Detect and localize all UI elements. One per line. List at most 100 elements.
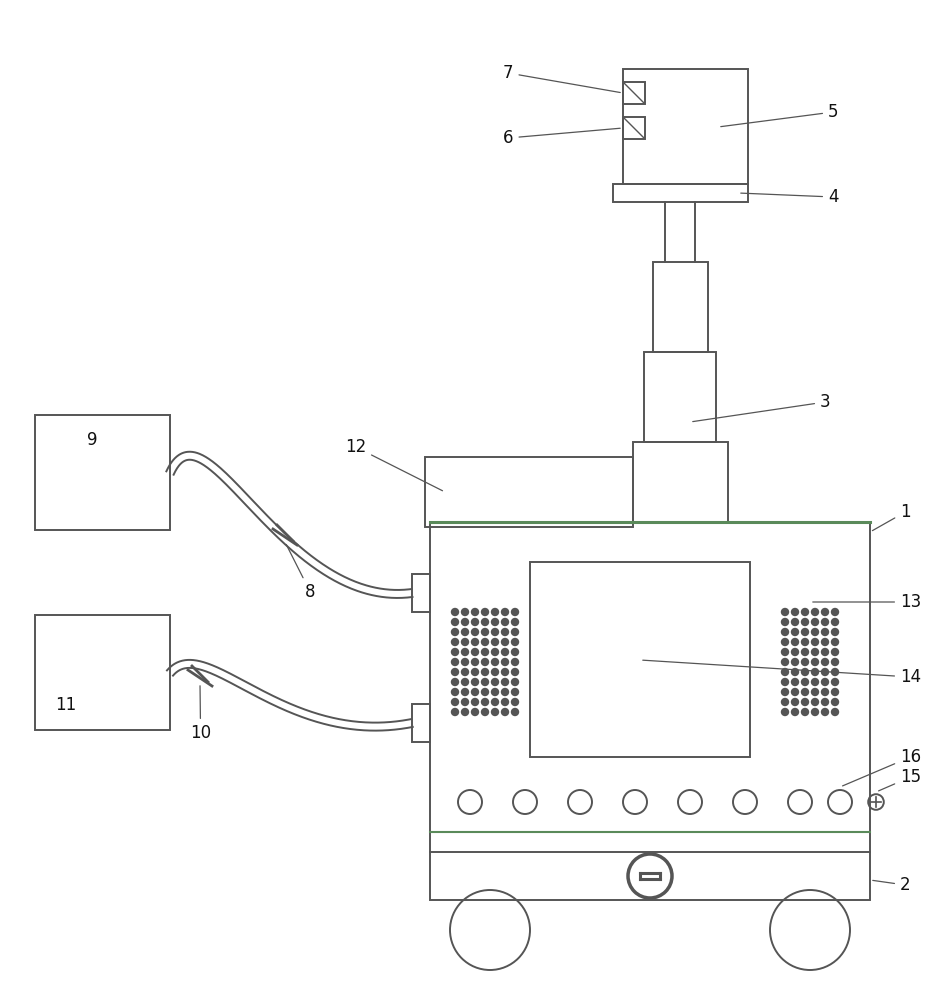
Circle shape	[451, 608, 459, 615]
Circle shape	[481, 639, 489, 646]
Circle shape	[811, 629, 819, 636]
Circle shape	[502, 629, 508, 636]
Circle shape	[511, 658, 519, 666]
Circle shape	[492, 618, 498, 626]
Circle shape	[502, 668, 508, 676]
Text: 11: 11	[55, 696, 76, 714]
Circle shape	[792, 708, 798, 716]
Circle shape	[781, 678, 789, 686]
Text: 13: 13	[812, 593, 921, 611]
Bar	[613, 184, 748, 202]
Circle shape	[502, 658, 508, 666]
Circle shape	[472, 668, 478, 676]
Circle shape	[822, 608, 828, 615]
Circle shape	[511, 648, 519, 656]
Circle shape	[511, 708, 519, 716]
Circle shape	[492, 668, 498, 676]
Bar	[633, 442, 728, 522]
Circle shape	[822, 678, 828, 686]
Circle shape	[811, 708, 819, 716]
Bar	[623, 82, 645, 104]
Circle shape	[822, 698, 828, 706]
Circle shape	[792, 678, 798, 686]
Circle shape	[481, 688, 489, 696]
Text: 15: 15	[879, 768, 921, 791]
Circle shape	[792, 618, 798, 626]
Circle shape	[831, 678, 839, 686]
Circle shape	[822, 668, 828, 676]
Circle shape	[822, 658, 828, 666]
Circle shape	[822, 629, 828, 636]
Circle shape	[492, 658, 498, 666]
Circle shape	[472, 629, 478, 636]
Circle shape	[831, 698, 839, 706]
Circle shape	[451, 678, 459, 686]
Text: 12: 12	[345, 438, 443, 491]
Circle shape	[831, 708, 839, 716]
Text: 3: 3	[693, 393, 831, 422]
Circle shape	[831, 608, 839, 615]
Circle shape	[492, 608, 498, 615]
Circle shape	[451, 629, 459, 636]
Bar	[425, 457, 633, 527]
Circle shape	[801, 629, 809, 636]
Bar	[35, 615, 170, 730]
Circle shape	[502, 618, 508, 626]
Circle shape	[801, 678, 809, 686]
Circle shape	[811, 648, 819, 656]
Circle shape	[451, 708, 459, 716]
Text: 7: 7	[503, 64, 620, 93]
Circle shape	[801, 668, 809, 676]
Circle shape	[492, 698, 498, 706]
Circle shape	[451, 618, 459, 626]
Circle shape	[811, 688, 819, 696]
Circle shape	[492, 639, 498, 646]
Text: 14: 14	[643, 660, 921, 686]
Bar	[623, 117, 645, 139]
Circle shape	[781, 608, 789, 615]
Circle shape	[781, 708, 789, 716]
Circle shape	[511, 688, 519, 696]
Circle shape	[811, 608, 819, 615]
Text: 6: 6	[503, 128, 620, 147]
Circle shape	[792, 608, 798, 615]
Circle shape	[461, 678, 468, 686]
Bar	[644, 352, 716, 442]
Circle shape	[792, 668, 798, 676]
Circle shape	[781, 688, 789, 696]
Circle shape	[781, 639, 789, 646]
Circle shape	[511, 608, 519, 615]
Circle shape	[831, 618, 839, 626]
Circle shape	[511, 698, 519, 706]
Text: 2: 2	[872, 876, 911, 894]
Circle shape	[792, 658, 798, 666]
Circle shape	[472, 688, 478, 696]
Circle shape	[461, 668, 468, 676]
Circle shape	[801, 698, 809, 706]
Text: 1: 1	[872, 503, 911, 531]
Circle shape	[781, 618, 789, 626]
Circle shape	[461, 608, 468, 615]
Circle shape	[502, 708, 508, 716]
Circle shape	[792, 629, 798, 636]
Circle shape	[492, 678, 498, 686]
Circle shape	[511, 618, 519, 626]
Circle shape	[461, 648, 468, 656]
Circle shape	[472, 648, 478, 656]
Text: 9: 9	[86, 431, 98, 449]
Circle shape	[461, 708, 468, 716]
Circle shape	[472, 608, 478, 615]
Bar	[412, 574, 430, 612]
Circle shape	[451, 648, 459, 656]
Circle shape	[472, 658, 478, 666]
Circle shape	[781, 629, 789, 636]
Bar	[35, 415, 170, 530]
Circle shape	[822, 708, 828, 716]
Bar	[653, 262, 708, 352]
Circle shape	[451, 698, 459, 706]
Circle shape	[472, 618, 478, 626]
Circle shape	[831, 639, 839, 646]
Circle shape	[461, 658, 468, 666]
Circle shape	[461, 618, 468, 626]
Circle shape	[492, 648, 498, 656]
